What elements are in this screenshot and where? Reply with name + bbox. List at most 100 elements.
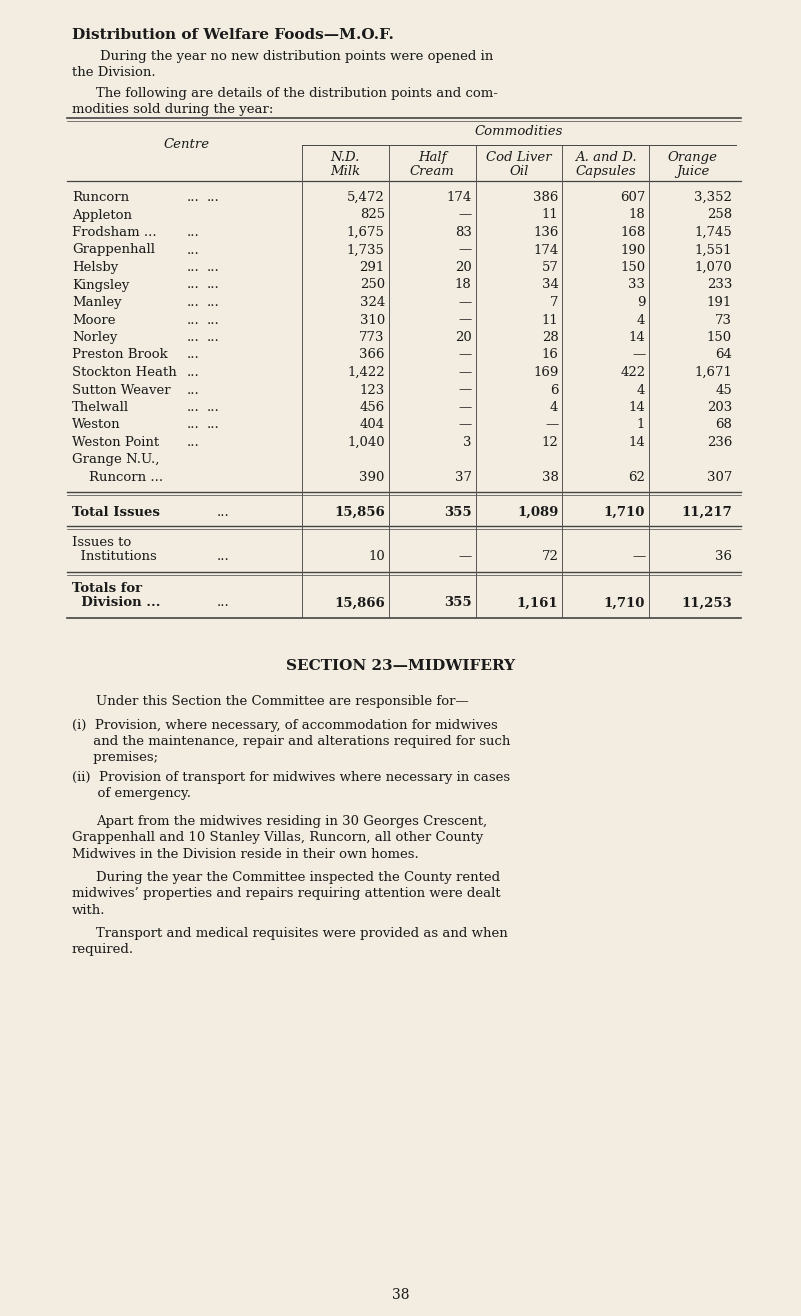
Text: ...: ...: [187, 279, 199, 292]
Text: 1,710: 1,710: [604, 596, 645, 609]
Text: 83: 83: [455, 226, 472, 240]
Text: ...: ...: [217, 550, 230, 563]
Text: Grappenhall: Grappenhall: [72, 243, 155, 257]
Text: ...: ...: [187, 366, 199, 379]
Text: —: —: [458, 550, 472, 563]
Text: Half: Half: [418, 151, 446, 164]
Text: 324: 324: [360, 296, 384, 309]
Text: ...: ...: [187, 191, 199, 204]
Text: N.D.: N.D.: [331, 151, 360, 164]
Text: ...: ...: [207, 418, 219, 432]
Text: 38: 38: [541, 471, 558, 484]
Text: ...: ...: [207, 279, 219, 292]
Text: 168: 168: [620, 226, 645, 240]
Text: During the year the Committee inspected the County rented: During the year the Committee inspected …: [96, 871, 500, 884]
Text: 36: 36: [715, 550, 732, 563]
Text: ...: ...: [207, 332, 219, 343]
Text: 62: 62: [628, 471, 645, 484]
Text: Manley: Manley: [72, 296, 122, 309]
Text: 11: 11: [541, 208, 558, 221]
Text: 1,089: 1,089: [517, 505, 558, 519]
Text: 16: 16: [541, 349, 558, 362]
Text: 1,161: 1,161: [517, 596, 558, 609]
Text: 366: 366: [360, 349, 384, 362]
Text: 422: 422: [620, 366, 645, 379]
Text: —: —: [458, 208, 472, 221]
Text: 1,422: 1,422: [347, 366, 384, 379]
Text: 1,735: 1,735: [347, 243, 384, 257]
Text: 64: 64: [715, 349, 732, 362]
Text: 236: 236: [706, 436, 732, 449]
Text: 355: 355: [444, 596, 472, 609]
Text: 203: 203: [706, 401, 732, 415]
Text: ...: ...: [187, 261, 199, 274]
Text: 3: 3: [463, 436, 472, 449]
Text: —: —: [632, 550, 645, 563]
Text: with.: with.: [72, 904, 106, 916]
Text: 4: 4: [550, 401, 558, 415]
Text: 250: 250: [360, 279, 384, 292]
Text: 291: 291: [360, 261, 384, 274]
Text: 18: 18: [455, 279, 472, 292]
Text: Issues to: Issues to: [72, 537, 131, 550]
Text: 190: 190: [620, 243, 645, 257]
Text: Oil: Oil: [509, 164, 529, 178]
Text: A. and D.: A. and D.: [575, 151, 637, 164]
Text: 68: 68: [715, 418, 732, 432]
Text: 20: 20: [455, 261, 472, 274]
Text: 150: 150: [620, 261, 645, 274]
Text: 5,472: 5,472: [347, 191, 384, 204]
Text: 456: 456: [360, 401, 384, 415]
Text: Sutton Weaver: Sutton Weaver: [72, 383, 171, 396]
Text: —: —: [458, 418, 472, 432]
Text: midwives’ properties and repairs requiring attention were dealt: midwives’ properties and repairs requiri…: [72, 887, 501, 900]
Text: Grappenhall and 10 Stanley Villas, Runcorn, all other County: Grappenhall and 10 Stanley Villas, Runco…: [72, 832, 483, 845]
Text: 1,070: 1,070: [694, 261, 732, 274]
Text: Orange: Orange: [667, 151, 718, 164]
Text: 1,040: 1,040: [347, 436, 384, 449]
Text: —: —: [458, 383, 472, 396]
Text: 1,675: 1,675: [347, 226, 384, 240]
Text: Commodities: Commodities: [475, 125, 563, 138]
Text: Cod Liver: Cod Liver: [486, 151, 552, 164]
Text: Grange N.U.,: Grange N.U.,: [72, 454, 159, 466]
Text: 14: 14: [629, 332, 645, 343]
Text: 1,551: 1,551: [694, 243, 732, 257]
Text: 1,745: 1,745: [694, 226, 732, 240]
Text: Midwives in the Division reside in their own homes.: Midwives in the Division reside in their…: [72, 848, 419, 861]
Text: 9: 9: [637, 296, 645, 309]
Text: of emergency.: of emergency.: [72, 787, 191, 800]
Text: required.: required.: [72, 944, 134, 957]
Text: —: —: [632, 349, 645, 362]
Text: Cream: Cream: [410, 164, 455, 178]
Text: ...: ...: [207, 313, 219, 326]
Text: ...: ...: [187, 226, 199, 240]
Text: Institutions: Institutions: [72, 550, 157, 563]
Text: 607: 607: [620, 191, 645, 204]
Text: 20: 20: [455, 332, 472, 343]
Text: 15,866: 15,866: [334, 596, 384, 609]
Text: ...: ...: [187, 332, 199, 343]
Text: 72: 72: [541, 550, 558, 563]
Text: Moore: Moore: [72, 313, 115, 326]
Text: 174: 174: [446, 191, 472, 204]
Text: modities sold during the year:: modities sold during the year:: [72, 103, 273, 116]
Text: ...: ...: [187, 296, 199, 309]
Text: 1,671: 1,671: [694, 366, 732, 379]
Text: 123: 123: [360, 383, 384, 396]
Text: 773: 773: [360, 332, 384, 343]
Text: 7: 7: [550, 296, 558, 309]
Text: Capsules: Capsules: [575, 164, 636, 178]
Text: 11,253: 11,253: [681, 596, 732, 609]
Text: Centre: Centre: [164, 138, 210, 151]
Text: ...: ...: [207, 261, 219, 274]
Text: Norley: Norley: [72, 332, 118, 343]
Text: Preston Brook: Preston Brook: [72, 349, 167, 362]
Text: 307: 307: [706, 471, 732, 484]
Text: 174: 174: [533, 243, 558, 257]
Text: —: —: [545, 418, 558, 432]
Text: 1: 1: [637, 418, 645, 432]
Text: premises;: premises;: [72, 751, 158, 765]
Text: 18: 18: [629, 208, 645, 221]
Text: the Division.: the Division.: [72, 66, 155, 79]
